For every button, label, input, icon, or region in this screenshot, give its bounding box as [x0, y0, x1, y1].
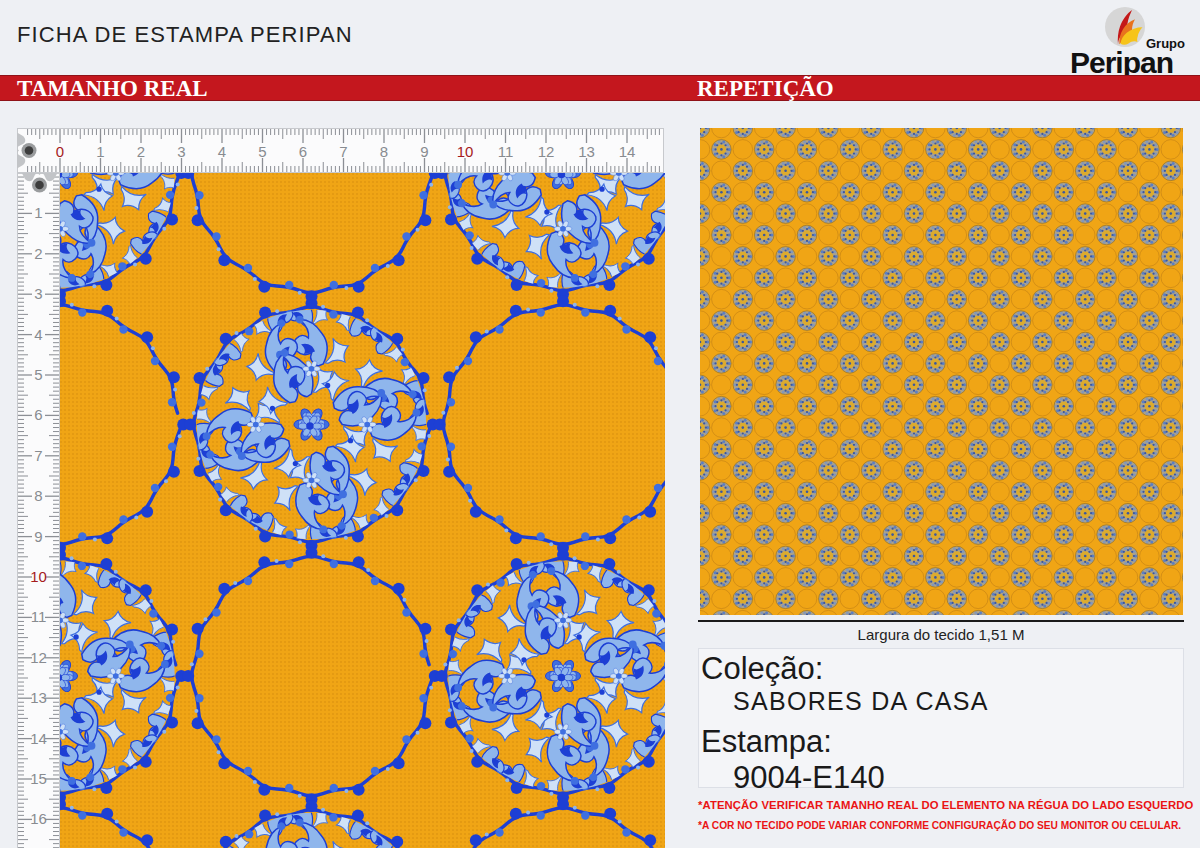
svg-text:1: 1 [96, 143, 104, 160]
svg-text:2: 2 [137, 143, 145, 160]
svg-text:10: 10 [457, 143, 474, 160]
svg-text:11: 11 [31, 608, 47, 625]
svg-text:8: 8 [34, 487, 42, 504]
svg-text:6: 6 [34, 406, 42, 423]
svg-text:4: 4 [34, 326, 42, 343]
svg-text:5: 5 [34, 366, 42, 383]
svg-text:13: 13 [30, 689, 47, 706]
svg-text:14: 14 [619, 143, 636, 160]
svg-text:13: 13 [578, 143, 595, 160]
svg-text:8: 8 [380, 143, 388, 160]
svg-text:1: 1 [34, 204, 42, 221]
svg-text:14: 14 [30, 730, 47, 747]
svg-text:12: 12 [30, 649, 47, 666]
svg-text:4: 4 [218, 143, 226, 160]
svg-text:6: 6 [299, 143, 307, 160]
svg-text:9: 9 [420, 143, 428, 160]
svg-text:11: 11 [498, 143, 514, 160]
svg-text:10: 10 [30, 568, 47, 585]
svg-text:7: 7 [34, 447, 42, 464]
svg-text:5: 5 [258, 143, 266, 160]
svg-text:0: 0 [56, 143, 64, 160]
svg-text:9: 9 [34, 528, 42, 545]
svg-text:3: 3 [34, 285, 42, 302]
svg-text:7: 7 [339, 143, 347, 160]
svg-text:3: 3 [177, 143, 185, 160]
svg-text:2: 2 [34, 245, 42, 262]
svg-text:16: 16 [30, 810, 47, 827]
svg-text:15: 15 [30, 770, 47, 787]
svg-text:12: 12 [538, 143, 555, 160]
